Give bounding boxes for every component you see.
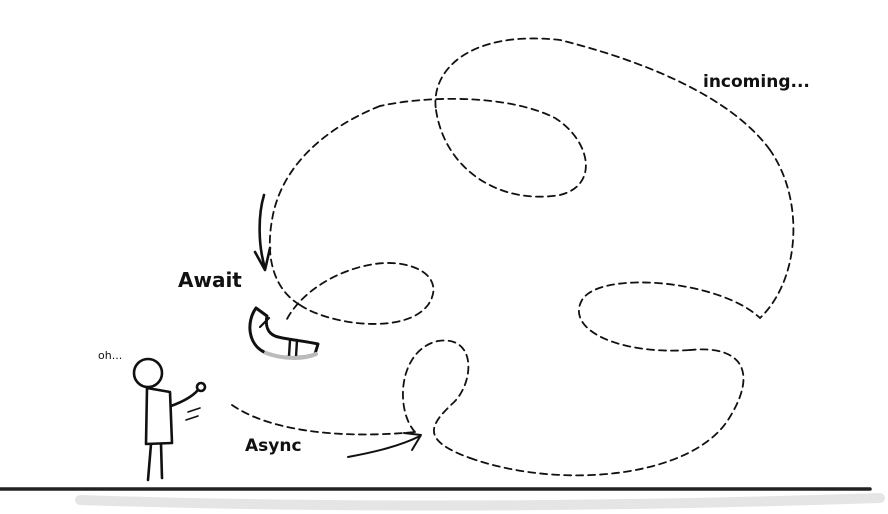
figure-arm (169, 388, 200, 408)
figure-head (132, 357, 164, 389)
path-loop-right (578, 149, 795, 352)
async-arrow (347, 432, 422, 458)
oh-label: oh... (98, 349, 123, 362)
async-label: Async (245, 436, 302, 456)
figure-motion-lines (185, 407, 201, 421)
flight-path (231, 37, 795, 477)
path-loop-top (379, 97, 587, 198)
figure-leg-right (159, 442, 164, 480)
path-left-arc (268, 105, 381, 306)
path-loop-small (402, 339, 471, 459)
figure-body (144, 386, 174, 446)
boomerang-icon (248, 306, 320, 360)
path-bottom-sweep (469, 348, 745, 477)
await-label: Await (178, 268, 242, 292)
figure-hand (195, 381, 207, 393)
figure-leg-left (146, 442, 153, 482)
await-arrow (253, 193, 272, 272)
ground-shadow (75, 493, 885, 511)
path-segment-outbound (231, 404, 416, 436)
stick-figure-icon (132, 357, 207, 482)
incoming-label: incoming... (703, 72, 810, 92)
path-loop-middle (284, 262, 435, 325)
path-top-arc (434, 37, 771, 151)
